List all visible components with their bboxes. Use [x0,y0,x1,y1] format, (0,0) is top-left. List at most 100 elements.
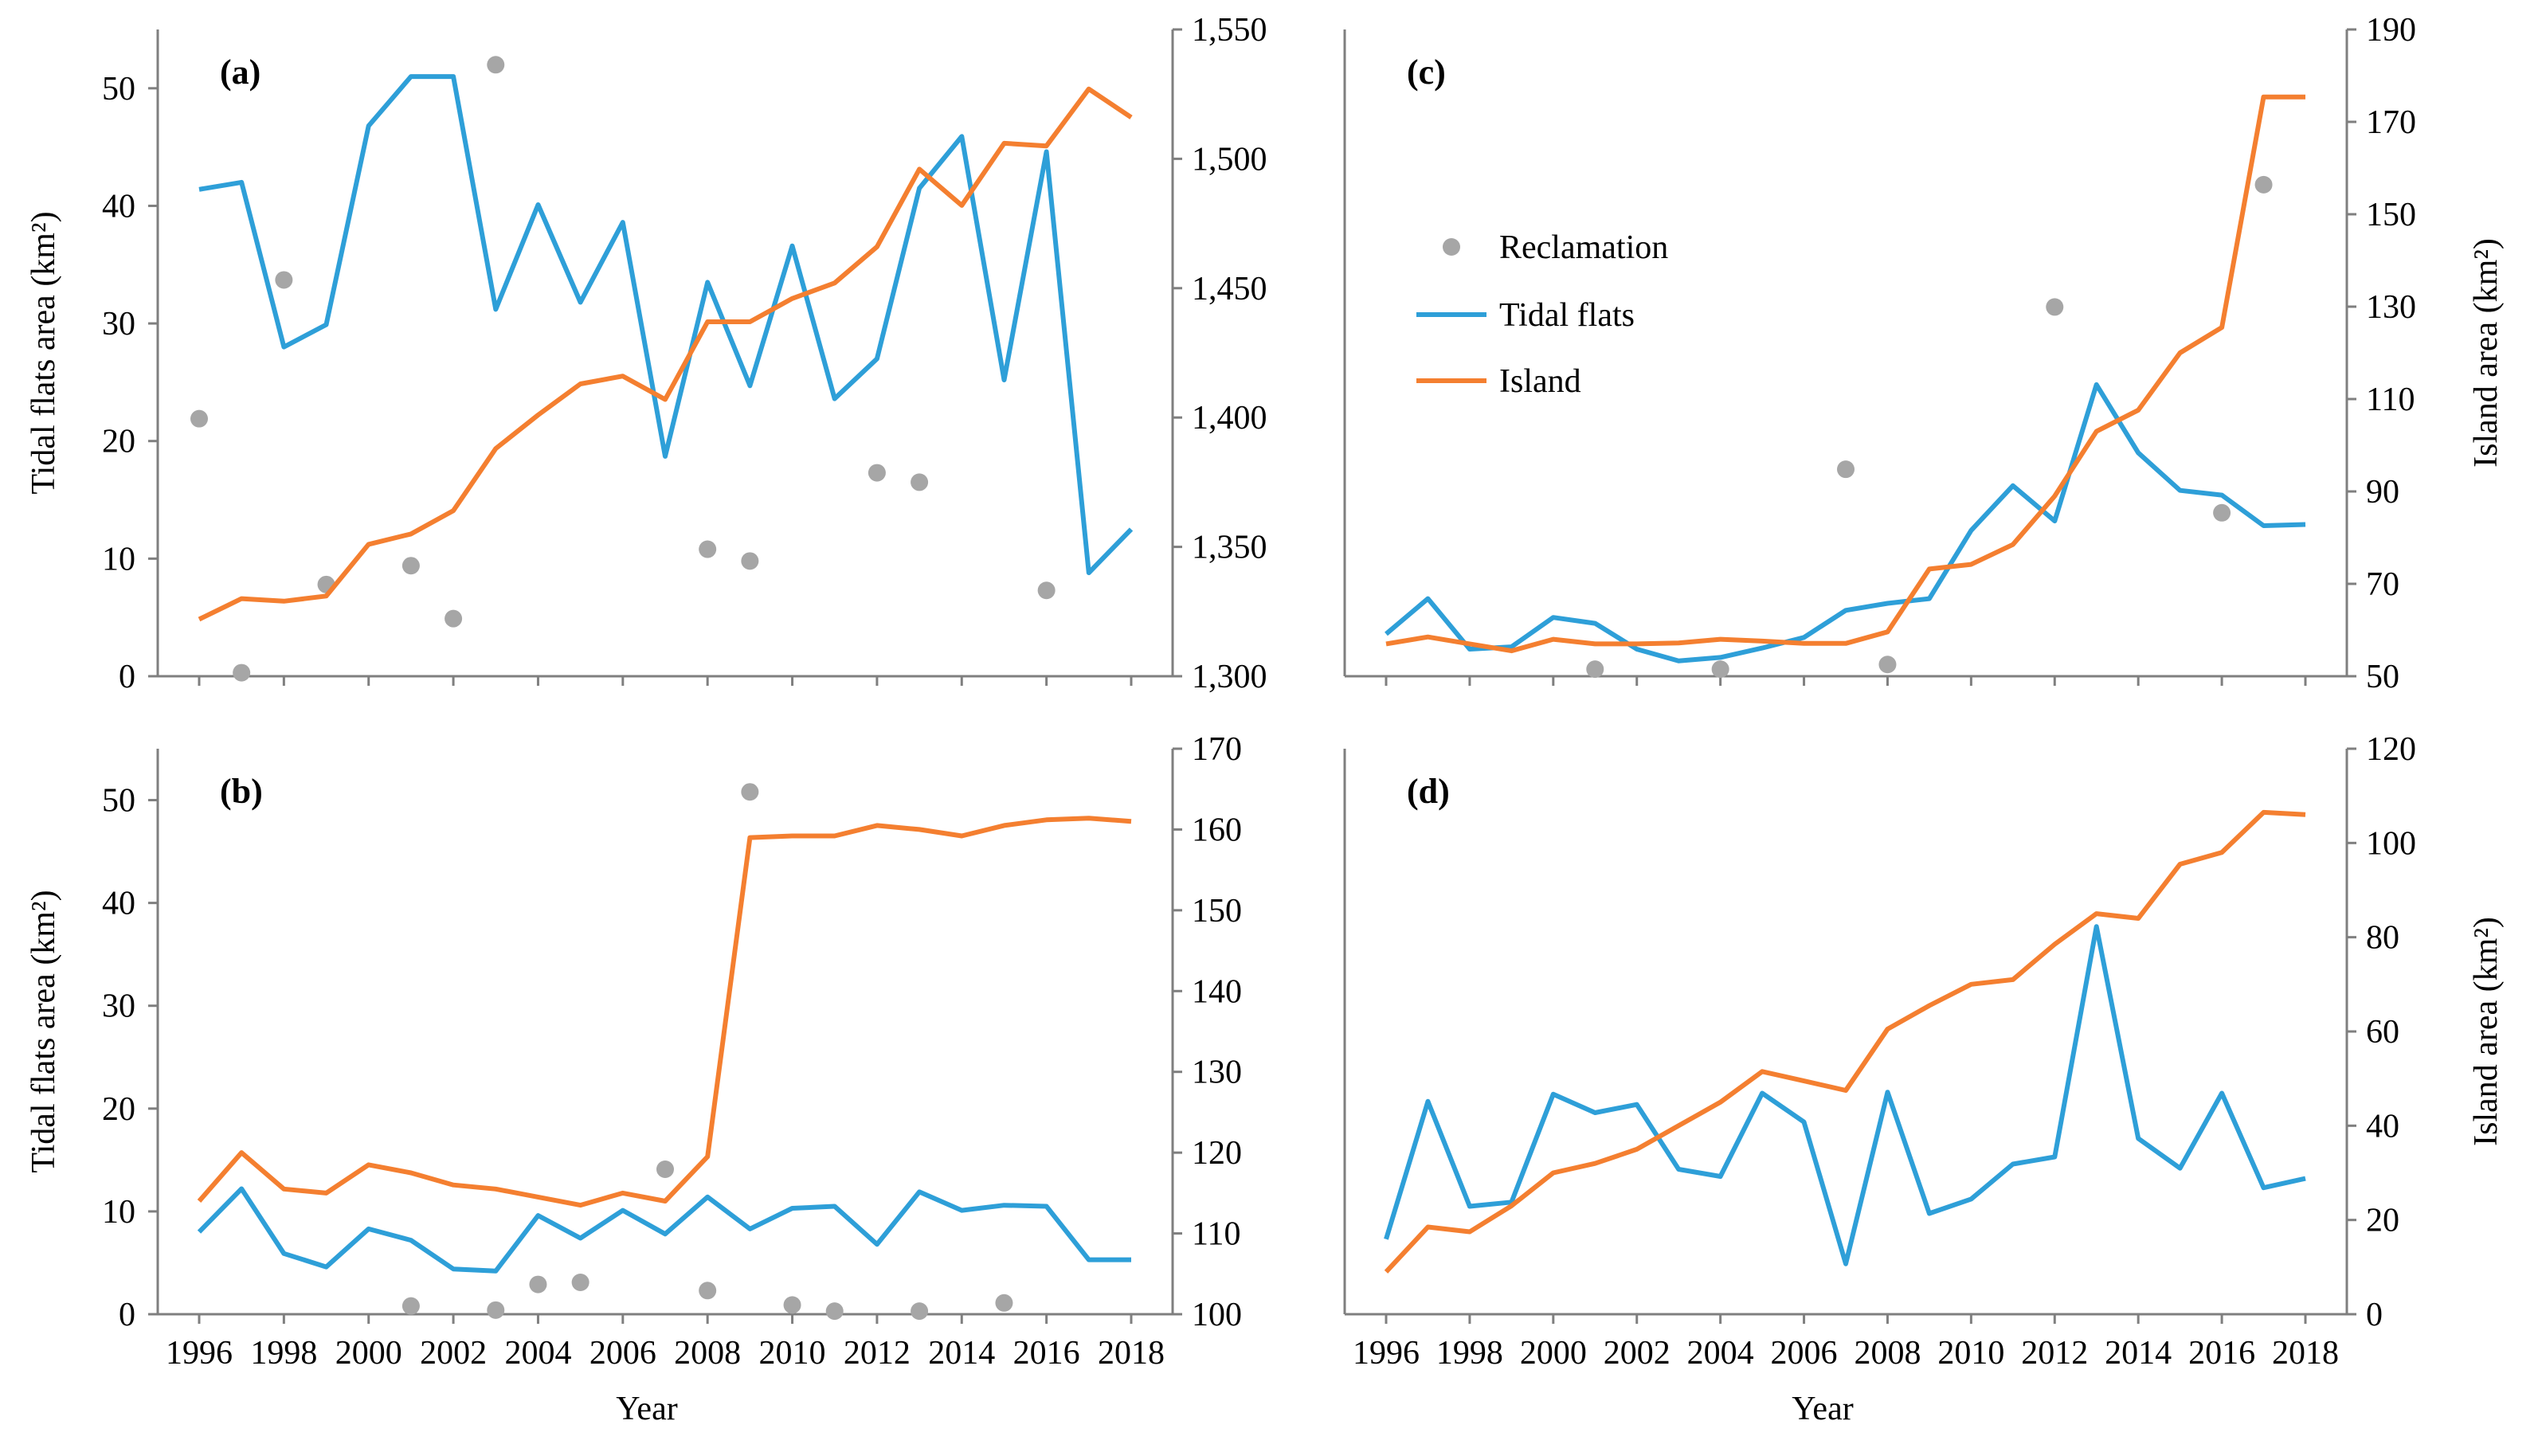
x-tick-label-b-11: 2018 [1098,1335,1165,1372]
reclamation-point-c-0 [1586,660,1604,679]
right-tick-label-b-6: 160 [1192,812,1242,848]
right-tick-label-c-7: 190 [2366,12,2416,49]
reclamation-point-b-2 [529,1275,547,1294]
island-line-d [1384,809,2306,1274]
x-tick-label-d-11: 2018 [2272,1335,2339,1372]
right-tick-label-a-5: 1,550 [1192,12,1267,49]
reclamation-point-a-10 [911,473,929,491]
x-axis-title-left: Year [616,1391,677,1427]
reclamation-point-a-8 [741,552,759,570]
left-tick-label-a-3: 30 [102,306,135,342]
legend-island-label: Island [1499,363,1581,400]
reclamation-point-c-5 [2213,503,2231,522]
right-tick-label-d-1: 20 [2366,1203,2399,1239]
left-tick-label-a-0: 0 [119,659,135,695]
left-tick-label-b-1: 10 [102,1194,135,1231]
right-tick-label-c-0: 50 [2366,659,2399,695]
right-tick-label-b-3: 130 [1192,1055,1242,1091]
tidal-flats-line-b [197,1186,1131,1274]
reclamation-point-b-8 [825,1302,844,1321]
left-tick-label-b-0: 0 [119,1297,135,1333]
left-tick-label-b-5: 50 [102,783,135,820]
reclamation-point-c-3 [1878,656,1897,674]
reclamation-point-b-3 [571,1273,589,1291]
x-tick-label-b-6: 2008 [674,1335,741,1372]
reclamation-point-b-7 [783,1296,801,1314]
island-line-a [198,86,1133,622]
x-tick-label-d-2: 2000 [1520,1335,1587,1372]
x-tick-label-d-3: 2002 [1604,1335,1671,1372]
reclamation-point-a-1 [233,663,251,682]
left-tick-label-a-1: 10 [102,541,135,577]
x-tick-label-b-9: 2014 [928,1335,995,1372]
left-tick-label-b-4: 40 [102,886,135,922]
tidal-flats-line-d [1384,924,2306,1266]
reclamation-point-b-5 [699,1282,717,1300]
x-axis-title-right: Year [1792,1391,1853,1427]
right-tick-label-c-5: 150 [2366,197,2416,233]
tidal-flats-line-a [198,74,1134,576]
panel-c: 50 70 90 110 130 150 170 190 Island area (km²) (c… [1343,12,2505,695]
x-tick-label-b-5: 2006 [589,1335,656,1372]
right-tick-label-d-0: 0 [2366,1297,2383,1333]
x-tick-label-b-0: 1996 [166,1335,233,1372]
right-tick-label-c-4: 130 [2366,289,2416,326]
x-tick-label-d-7: 2010 [1937,1335,2004,1372]
reclamation-point-c-6 [2254,175,2273,194]
x-tick-label-b-1: 1998 [250,1335,317,1372]
reclamation-point-c-4 [2046,298,2064,316]
x-tick-label-b-2: 2000 [335,1335,402,1372]
reclamation-point-b-0 [401,1297,420,1315]
reclamation-point-b-6 [741,783,759,801]
right-tick-label-b-5: 150 [1192,893,1242,930]
x-tick-label-d-5: 2006 [1771,1335,1838,1372]
reclamation-point-b-10 [995,1294,1013,1312]
right-tick-label-c-1: 70 [2366,566,2399,603]
right-tick-label-d-2: 40 [2366,1108,2399,1145]
left-tick-label-b-3: 30 [102,988,135,1025]
right-tick-label-c-2: 90 [2366,474,2399,511]
legend-reclamation-marker [1443,238,1460,256]
reclamation-point-c-2 [1837,460,1855,479]
panel-label-c: (c) [1407,53,1446,92]
right-tick-label-c-6: 170 [2366,104,2416,141]
right-tick-label-a-1: 1,350 [1192,530,1267,566]
right-tick-label-a-4: 1,500 [1192,141,1267,178]
x-tick-label-b-7: 2010 [759,1335,826,1372]
right-tick-label-a-0: 1,300 [1192,659,1267,695]
x-tick-label-b-4: 2004 [504,1335,571,1372]
legend-tidal-flats-label: Tidal flats [1499,297,1635,334]
reclamation-point-a-6 [487,56,505,74]
panel-b: 0 10 20 30 40 50 100 110 120 130 140 150 160 170 1996 1… [25,731,1242,1372]
x-tick-label-d-8: 2012 [2021,1335,2088,1372]
left-tick-label-a-5: 50 [102,71,135,108]
right-tick-label-c-3: 110 [2366,382,2415,418]
x-tick-label-b-10: 2016 [1013,1335,1080,1372]
left-y-axis-title-b: Tidal flats area (km²) [25,890,62,1172]
right-tick-label-b-2: 120 [1192,1135,1242,1172]
x-tick-label-d-9: 2014 [2105,1335,2172,1372]
tidal-flats-line-c [1385,382,2306,663]
reclamation-point-a-11 [1037,581,1056,600]
panel-d: 0 20 40 60 80 100 120 1996 1998 2000 2002 2004 2006 2… [1343,731,2505,1372]
reclamation-point-b-4 [656,1160,674,1178]
right-tick-label-b-7: 170 [1192,731,1242,768]
right-tick-label-b-0: 100 [1192,1297,1242,1333]
right-y-axis-title-d: Island area (km²) [2468,917,2505,1146]
island-line-b [197,816,1132,1208]
left-y-axis-title-a: Tidal flats area (km²) [25,211,62,494]
right-tick-label-b-1: 110 [1192,1216,1240,1253]
reclamation-point-b-9 [911,1302,929,1321]
right-tick-label-a-2: 1,400 [1192,400,1267,436]
legend: Reclamation Tidal flats Island [1416,229,1668,400]
x-tick-label-b-8: 2012 [844,1335,911,1372]
right-y-axis-title-c: Island area (km²) [2468,238,2505,468]
left-tick-label-b-2: 20 [102,1091,135,1128]
reclamation-point-a-0 [190,409,208,428]
panel-a: 0 10 20 30 40 50 1,300 1,350 1,400 1,450 1,500 1,55… [25,12,1267,695]
reclamation-point-c-1 [1711,660,1729,679]
reclamation-point-a-2 [275,271,293,289]
right-tick-label-a-3: 1,450 [1192,271,1267,307]
right-tick-label-d-3: 60 [2366,1014,2399,1051]
